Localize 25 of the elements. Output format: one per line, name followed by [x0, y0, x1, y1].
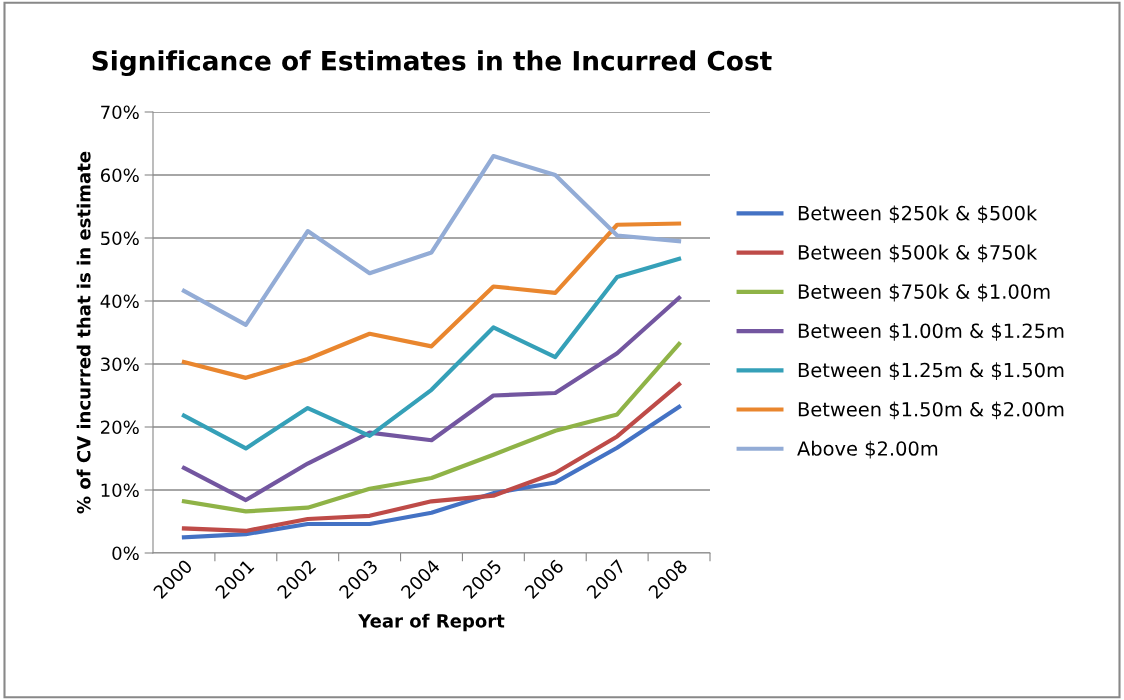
y-tick-label: 50% — [101, 231, 139, 246]
legend-label: Between $750k & $1.00m — [798, 283, 1050, 302]
y-tick-label: 40% — [100, 294, 139, 309]
y-tick-label: 70% — [101, 105, 139, 120]
line-series — [181, 256, 682, 451]
legend-label: Above $2.00m — [797, 440, 938, 459]
legend-label: Between $1.50m & $2.00m — [798, 401, 1064, 420]
y-tick-label: 0% — [112, 546, 139, 561]
line-series — [181, 295, 682, 503]
legend-label: Between $1.00m & $1.25m — [798, 323, 1064, 341]
line-series — [181, 404, 682, 540]
legend-label: Between $1.25m & $1.50m — [798, 362, 1064, 380]
chart-title: Significance of Estimates in the Incurred Cost — [92, 50, 772, 77]
line-series — [181, 382, 682, 534]
x-axis-title: Year of Report — [358, 613, 505, 632]
legend-label: Between $250k & $500k — [798, 205, 1038, 224]
line-series — [181, 341, 682, 514]
y-tick-label: 30% — [101, 357, 139, 372]
line-series — [181, 154, 682, 328]
line-series — [181, 221, 682, 380]
y-axis-title: % of CV incurred that is in estimate — [76, 151, 91, 514]
y-tick-label: 60% — [100, 168, 139, 183]
legend-label: Between $500k & $750k — [798, 244, 1038, 263]
y-tick-label: 10% — [101, 483, 139, 498]
y-tick-label: 20% — [101, 420, 139, 435]
